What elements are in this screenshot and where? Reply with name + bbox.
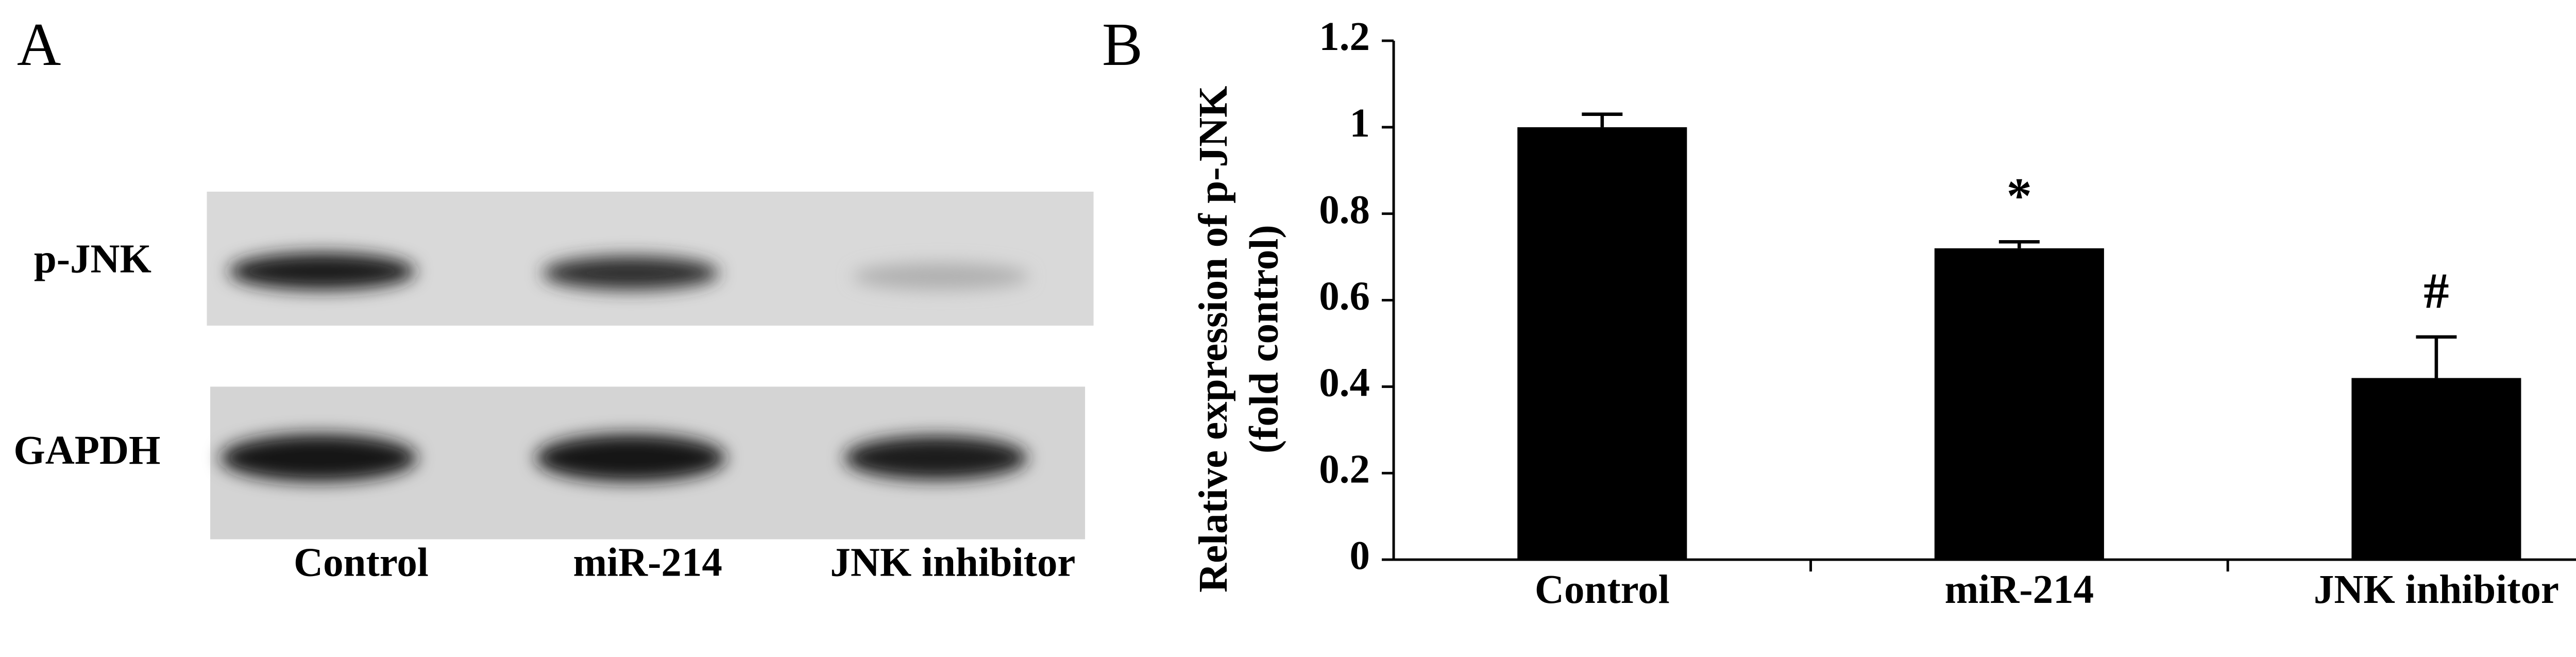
x-tick-label: JNK inhibitor xyxy=(2314,567,2559,612)
y-tick-label: 0.4 xyxy=(1319,361,1370,406)
y-tick-label: 0 xyxy=(1349,533,1369,578)
panel-label: A xyxy=(17,10,61,78)
x-tick-label: miR-214 xyxy=(1945,567,2094,612)
significance-mark: # xyxy=(2424,263,2449,319)
band xyxy=(229,252,416,290)
band xyxy=(535,434,726,482)
plot: 1.2 1 0.8 0.6 0.4 0.2 0 Control miR-214 JNK inhib… xyxy=(1319,14,2576,612)
panel-label: B xyxy=(1102,10,1143,78)
band xyxy=(844,435,1028,480)
bar xyxy=(1934,248,2104,560)
y-axis-label: Relative expression of p-JNK xyxy=(1191,86,1236,593)
y-tick-label: 1 xyxy=(1349,101,1369,146)
band xyxy=(220,434,417,482)
blot-bands xyxy=(220,252,1029,482)
lane-label: miR-214 xyxy=(573,540,722,585)
band xyxy=(543,256,719,290)
bar xyxy=(2351,378,2521,560)
y-tick-label: 0.2 xyxy=(1319,447,1370,492)
row-label: p-JNK xyxy=(34,237,151,281)
x-tick-label: Control xyxy=(1535,567,1670,612)
significance-mark: * xyxy=(2007,168,2032,224)
lane-label: Control xyxy=(294,540,429,585)
y-axis-label: (fold control) xyxy=(1242,225,1287,453)
lane-label: JNK inhibitor xyxy=(830,540,1075,585)
row-label: GAPDH xyxy=(13,428,160,473)
band xyxy=(853,263,1029,290)
y-tick-label: 0.6 xyxy=(1319,274,1370,319)
bar xyxy=(1517,127,1687,560)
y-tick-label: 0.8 xyxy=(1319,188,1370,232)
y-tick-label: 1.2 xyxy=(1319,14,1370,59)
